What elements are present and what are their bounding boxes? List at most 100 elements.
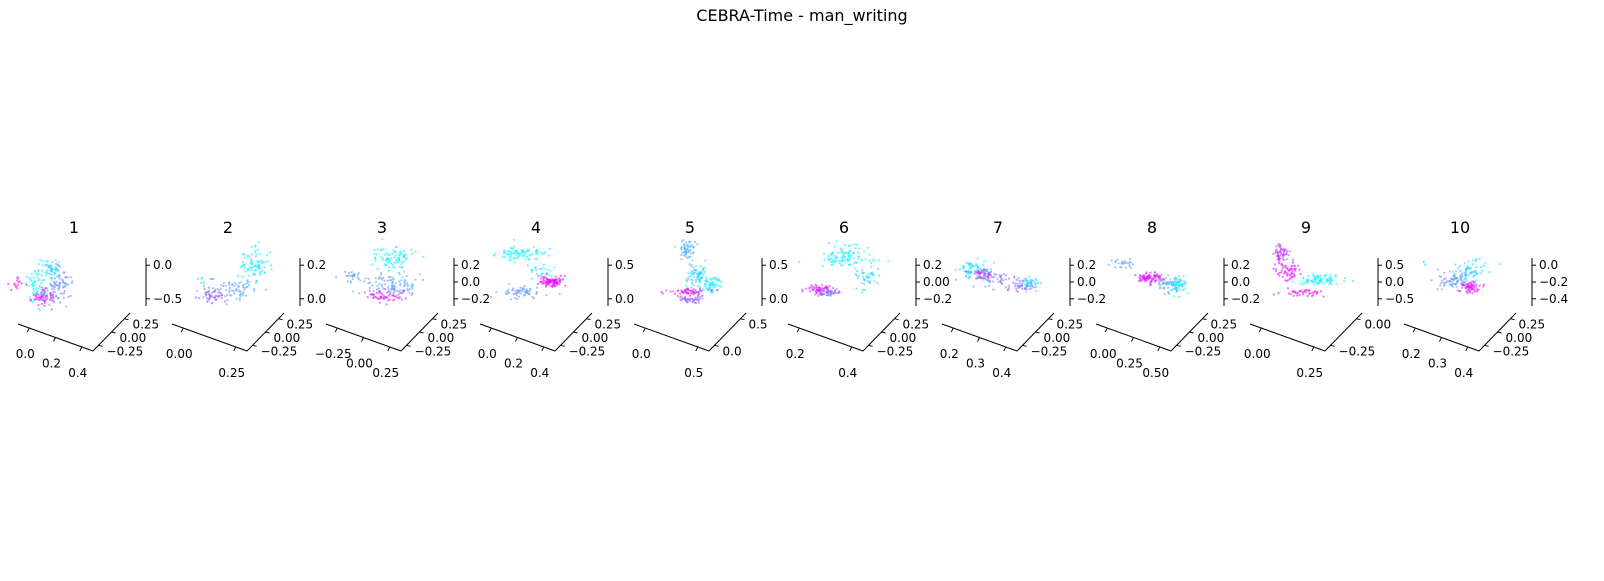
scatter-point <box>408 291 411 294</box>
scatter-point <box>1329 273 1332 276</box>
scatter-point <box>531 253 534 256</box>
scatter-point <box>251 263 254 266</box>
scatter-point <box>517 254 520 258</box>
scatter-point <box>210 302 213 305</box>
panel-8: 80.000.250.500.250.00−0.250.20.0−0.2 <box>1090 218 1260 380</box>
scatter-point <box>1289 268 1292 271</box>
scatter-point <box>1277 251 1280 254</box>
scatter-point <box>1015 287 1018 290</box>
scatter-point <box>376 288 379 291</box>
scatter-point <box>257 267 260 270</box>
scatter-point <box>1310 280 1313 283</box>
scatter-point <box>258 273 262 276</box>
scatter-point <box>660 290 663 294</box>
scatter-point <box>400 291 403 295</box>
scatter-point <box>1167 292 1171 295</box>
scatter-point <box>1461 279 1464 282</box>
scatter-point <box>871 274 874 277</box>
scatter-point <box>67 295 70 299</box>
scatter-point <box>63 291 66 295</box>
scatter-point <box>1146 278 1149 281</box>
scatter-point <box>693 275 696 278</box>
scatter-point <box>987 271 990 274</box>
scatter-point <box>1123 262 1126 265</box>
scatter-point <box>1277 292 1280 295</box>
scatter-point <box>17 281 20 284</box>
x-tick-label: 0.25 <box>1296 366 1323 380</box>
panel-title: 6 <box>839 218 849 237</box>
scatter-point <box>696 278 699 281</box>
scatter-point <box>267 260 270 263</box>
scatter-point <box>1298 290 1301 293</box>
scatter-point <box>1030 287 1033 290</box>
scatter-point <box>52 280 56 284</box>
scatter-point <box>997 281 1000 284</box>
scatter-point <box>391 252 394 255</box>
scatter-point <box>989 270 993 273</box>
z-tick-label: 0.2 <box>1077 258 1096 272</box>
scatter-point <box>238 293 241 297</box>
scatter-point <box>368 289 371 292</box>
scatter-point <box>1301 283 1304 286</box>
y-tick-label: −0.25 <box>1493 344 1530 358</box>
scatter-point <box>831 252 834 255</box>
scatter-point <box>247 284 250 287</box>
scatter-point <box>1311 291 1314 294</box>
scatter-point <box>869 271 873 274</box>
scatter-point <box>40 296 43 299</box>
scatter-point <box>1306 294 1309 298</box>
scatter-point <box>563 274 567 277</box>
y-tick <box>265 331 270 334</box>
scatter-point <box>375 291 378 294</box>
scatter-point <box>533 267 537 270</box>
scatter-point <box>973 272 976 275</box>
scatter-point <box>1153 280 1156 284</box>
scatter-point <box>392 266 395 269</box>
scatter-point <box>687 278 690 281</box>
scatter-point <box>1452 277 1455 280</box>
x-tick <box>950 327 954 333</box>
scatter-point <box>830 257 833 260</box>
scatter-point <box>699 281 702 284</box>
y-tick <box>1035 331 1040 334</box>
scatter-point <box>877 274 881 277</box>
scatter-point <box>1324 275 1327 278</box>
scatter-point <box>259 253 262 256</box>
scatter-point <box>1007 284 1010 287</box>
scatter-point <box>1128 257 1131 260</box>
scatter-point <box>1468 266 1471 269</box>
scatter-point <box>396 296 399 299</box>
scatter-point <box>400 260 403 263</box>
z-tick-label: 0.2 <box>923 258 942 272</box>
scatter-point <box>1149 283 1153 286</box>
x-tick <box>361 337 364 342</box>
scatter-point <box>1320 290 1323 293</box>
scatter-point <box>516 297 519 301</box>
scatter-point <box>853 261 856 264</box>
scatter-point <box>528 254 531 257</box>
x-tick <box>1311 346 1315 352</box>
scatter-point <box>1035 289 1038 292</box>
scatter-point <box>685 241 688 244</box>
scatter-point <box>254 268 258 272</box>
scatter-point <box>1024 282 1027 286</box>
scatter-point <box>32 287 35 290</box>
scatter-point <box>831 287 835 290</box>
scatter-point <box>347 274 350 277</box>
scatter-point <box>268 251 271 254</box>
x-tick-label: 0.0 <box>478 347 497 361</box>
scatter-point <box>699 295 702 298</box>
scatter-point <box>835 240 838 243</box>
scatter-point <box>993 273 996 276</box>
scatter-point <box>66 283 70 286</box>
scatter-point <box>706 280 709 283</box>
scatter-point <box>1144 280 1147 283</box>
scatter-point <box>1015 278 1018 281</box>
scatter-point <box>65 282 68 285</box>
scatter-point <box>235 288 238 291</box>
scatter-point <box>386 291 389 294</box>
scatter-point <box>261 260 264 263</box>
scatter-point <box>264 288 268 291</box>
scatter-point <box>533 245 536 249</box>
scatter-point <box>230 294 233 297</box>
